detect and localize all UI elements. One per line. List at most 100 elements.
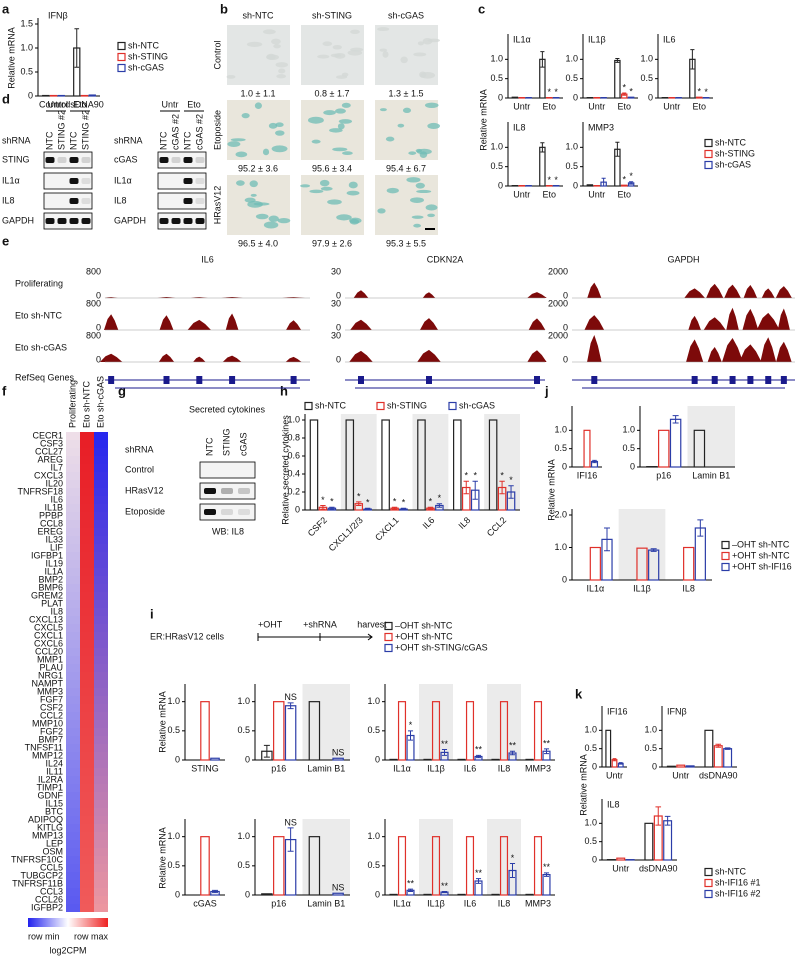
heatmap-cell <box>94 880 108 888</box>
chart-title: IL1α <box>513 34 531 44</box>
cell <box>271 38 281 45</box>
chart-title: IFNβ <box>48 10 68 20</box>
x-tick-label: CSF2 <box>306 515 329 538</box>
y-tick-label: 0.5 <box>167 860 180 870</box>
heatmap-cell <box>94 584 108 592</box>
treatment-label: Eto <box>73 99 87 109</box>
heatmap-cell <box>66 784 80 792</box>
x-tick-label: Lamin B1 <box>307 763 345 773</box>
bar <box>683 546 695 581</box>
blot-band <box>69 157 79 163</box>
y-tick-label: 0 <box>592 761 597 771</box>
gene-label: BTC <box>45 806 64 816</box>
cell <box>335 75 348 79</box>
y-tick-label: 0 <box>498 180 503 190</box>
cell <box>266 54 279 61</box>
heatmap-column: Eto sh-NTC <box>81 380 91 428</box>
y-tick-label: 1.0 <box>287 414 300 424</box>
cell <box>416 189 432 194</box>
cell <box>319 179 330 187</box>
bar <box>332 757 344 761</box>
error-bar <box>400 507 407 511</box>
track-scale-min: 0 <box>96 322 101 332</box>
x-tick-label: CCL2 <box>485 515 508 538</box>
gene-label: GDNF <box>38 790 64 800</box>
cell <box>236 180 245 186</box>
gene-label: CCL26 <box>35 894 63 904</box>
x-tick-label: dsDNA90 <box>65 99 104 109</box>
x-tick-label: Untr <box>612 863 629 873</box>
cell <box>422 37 433 45</box>
heatmap-cell <box>94 744 108 752</box>
x-tick-label: IL6 <box>464 763 477 773</box>
significance: * <box>554 175 558 185</box>
significance: * <box>321 495 325 505</box>
bar <box>644 822 654 861</box>
y-tick-label: 1.5 <box>20 18 33 28</box>
legend-swatch <box>704 867 713 877</box>
cell <box>420 71 436 79</box>
gene-label: IL1B <box>44 502 63 512</box>
track-scale-min: 0 <box>563 354 568 364</box>
heatmap-cell <box>94 760 108 768</box>
bar <box>621 184 628 187</box>
exon <box>765 376 772 384</box>
color-scale <box>28 918 108 927</box>
cell <box>273 44 281 49</box>
panel-label: b <box>220 1 228 16</box>
error-bar <box>320 505 326 510</box>
y-tick-label: 0.5 <box>565 73 578 83</box>
y-tick-label: 0 <box>175 754 180 764</box>
blot-band <box>195 218 205 224</box>
error-bar <box>499 480 505 495</box>
cell <box>336 214 352 221</box>
heatmap-cell <box>80 824 94 832</box>
legend-label: +OHT sh-IFI16 <box>732 561 792 571</box>
panel-label: j <box>544 383 549 398</box>
x-tick-label: Untr <box>513 189 530 199</box>
significance: ** <box>509 741 517 751</box>
blot-band <box>195 157 205 163</box>
error-bar <box>212 889 218 894</box>
exon <box>780 376 787 384</box>
heatmap-cell <box>80 480 94 488</box>
cell <box>342 151 353 156</box>
coverage <box>572 282 795 298</box>
cell <box>382 51 389 58</box>
y-tick-label: 1.0 <box>565 142 578 152</box>
shrna-label: shRNA <box>2 135 31 145</box>
heatmap-cell <box>80 880 94 888</box>
bar <box>423 758 432 761</box>
shade <box>419 684 453 760</box>
bar <box>389 893 398 896</box>
heatmap-cell <box>66 536 80 544</box>
heatmap-cell <box>80 816 94 824</box>
y-tick-label: 0.5 <box>584 836 597 846</box>
exon <box>534 376 540 384</box>
y-tick-label: 0.4 <box>287 468 300 478</box>
legend-label: sh-cGAS <box>715 159 751 169</box>
heatmap-cell <box>66 728 80 736</box>
heatmap-cell <box>66 744 80 752</box>
cell <box>309 189 324 194</box>
error-bar <box>463 480 469 495</box>
heatmap-cell <box>94 768 108 776</box>
blot-band <box>69 198 79 204</box>
cell <box>337 123 345 130</box>
bar <box>491 893 500 896</box>
heatmap-cell <box>80 608 94 616</box>
error-bar <box>509 863 516 878</box>
bar <box>457 893 466 896</box>
row-label: Etoposide <box>212 110 222 150</box>
error-bar <box>615 141 620 157</box>
heatmap-cell <box>80 464 94 472</box>
heatmap-cell <box>94 896 108 904</box>
significance: * <box>547 175 551 185</box>
heatmap-cell <box>94 728 108 736</box>
heatmap-cell <box>94 544 108 552</box>
bar <box>533 836 543 896</box>
y-tick-label: 0 <box>652 761 657 771</box>
cell <box>377 27 390 32</box>
y-tick-label: 0.5 <box>367 860 380 870</box>
cell <box>246 41 263 47</box>
